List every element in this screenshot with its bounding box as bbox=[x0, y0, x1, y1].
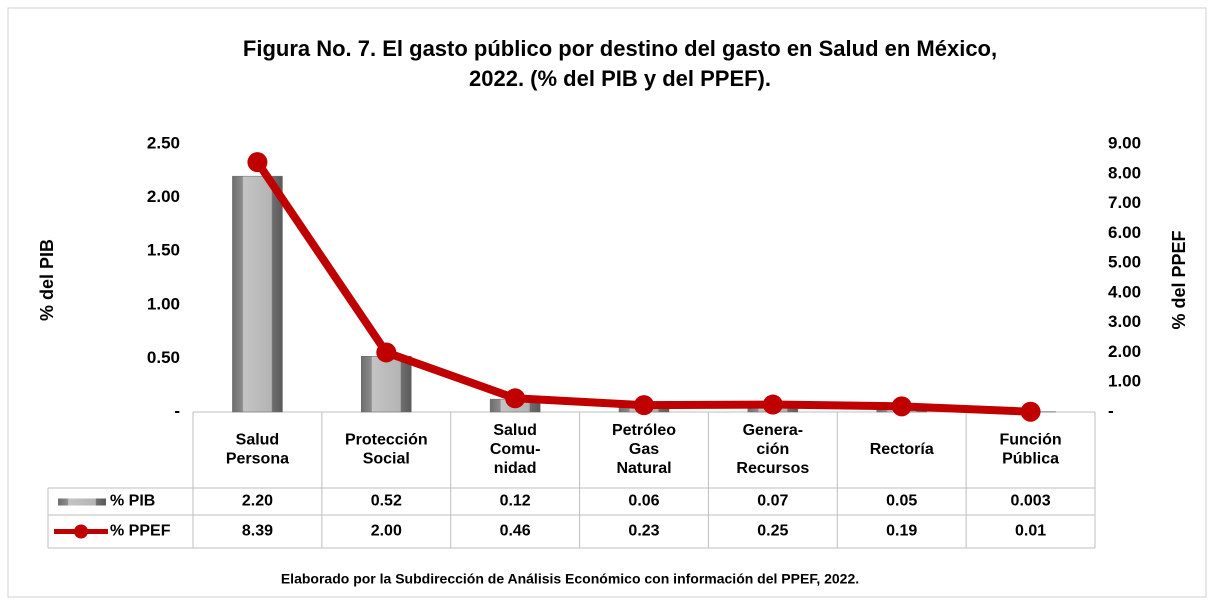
y-tick-label: 2.00 bbox=[147, 187, 180, 206]
chart-title: 2022. (% del PIB y del PPEF). bbox=[469, 66, 771, 91]
value-label: 0.05 bbox=[886, 493, 917, 510]
category-label: Petróleo Gas Natural bbox=[612, 422, 676, 477]
chart-border bbox=[7, 7, 1207, 598]
category-label: Protección Social bbox=[345, 432, 428, 468]
legend-marker-icon bbox=[74, 524, 88, 539]
y-tick-label: 1.00 bbox=[147, 294, 180, 313]
y-tick-label: 1.50 bbox=[147, 241, 180, 260]
y-tick-label: - bbox=[174, 401, 180, 420]
value-label: 0.06 bbox=[628, 493, 659, 510]
legend-label: % PIB bbox=[110, 493, 155, 510]
value-label: 0.12 bbox=[500, 493, 531, 510]
line-marker bbox=[247, 152, 268, 173]
category-label: Salud Comu-nidad bbox=[490, 422, 541, 477]
bar bbox=[361, 356, 412, 413]
line-marker bbox=[505, 388, 526, 409]
value-label: 0.01 bbox=[1015, 523, 1046, 540]
y-axis-label: % del PIB bbox=[37, 239, 57, 321]
chart-title: Figura No. 7. El gasto público por desti… bbox=[243, 36, 997, 61]
line-marker bbox=[1020, 401, 1041, 422]
value-label: 0.19 bbox=[886, 523, 917, 540]
value-label: 2.20 bbox=[242, 493, 273, 510]
y2-tick-label: 4.00 bbox=[1108, 282, 1141, 301]
y2-tick-label: 3.00 bbox=[1108, 312, 1141, 331]
value-label: 0.52 bbox=[371, 493, 402, 510]
y2-tick-label: 6.00 bbox=[1108, 223, 1141, 242]
y2-tick-label: 2.00 bbox=[1108, 342, 1141, 361]
y2-tick-label: 7.00 bbox=[1108, 193, 1141, 212]
legend-label: % PPEF bbox=[110, 523, 171, 540]
y2-tick-label: 5.00 bbox=[1108, 253, 1141, 272]
category-label: Genera-ción Recursos bbox=[736, 422, 809, 477]
bar bbox=[232, 175, 283, 413]
y2-axis-label: % del PPEF bbox=[1169, 230, 1189, 329]
line-marker bbox=[634, 395, 654, 416]
y-tick-label: 2.50 bbox=[147, 133, 180, 152]
category-label: Rectoría bbox=[870, 441, 934, 458]
y2-tick-label: 1.00 bbox=[1108, 372, 1141, 391]
value-label: 2.00 bbox=[371, 523, 402, 540]
category-label: Función Pública bbox=[999, 432, 1061, 468]
y-tick-label: 0.50 bbox=[147, 348, 180, 367]
value-label: 0.25 bbox=[757, 523, 788, 540]
value-label: 0.07 bbox=[757, 493, 788, 510]
y2-tick-label: - bbox=[1108, 401, 1114, 420]
value-label: 0.46 bbox=[500, 523, 531, 540]
y2-tick-label: 8.00 bbox=[1108, 163, 1141, 182]
line-marker bbox=[891, 396, 912, 417]
footnote: Elaborado por la Subdirección de Análisi… bbox=[281, 571, 859, 587]
legend-bar-icon bbox=[58, 498, 106, 506]
value-label: 8.39 bbox=[242, 523, 273, 540]
value-label: 0.23 bbox=[628, 523, 659, 540]
line-marker bbox=[376, 342, 397, 363]
value-label: 0.003 bbox=[1011, 493, 1051, 510]
y2-tick-label: 9.00 bbox=[1108, 133, 1141, 152]
line-marker bbox=[762, 394, 783, 415]
category-label: Salud Persona bbox=[226, 432, 289, 468]
